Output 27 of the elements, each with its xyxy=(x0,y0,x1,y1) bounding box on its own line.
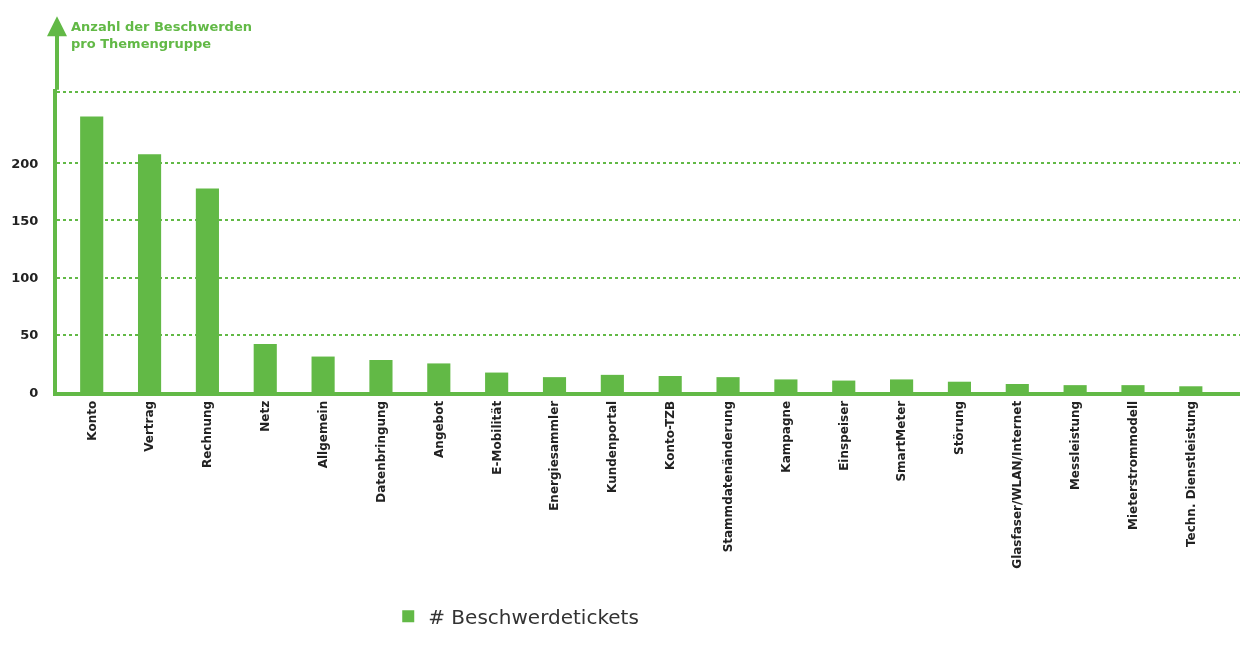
x-tick-label: Netz xyxy=(258,400,273,432)
x-tick-label: Mieterstrommodell xyxy=(1125,400,1140,531)
y-tick-label: 200 xyxy=(11,155,39,171)
y-tick-label: 100 xyxy=(11,270,39,286)
x-tick-label: Störung xyxy=(952,400,967,456)
x-tick-label: SmartMeter xyxy=(894,400,909,482)
y-tick-label: 0 xyxy=(29,384,39,400)
x-tick-label: Einspeiser xyxy=(836,400,851,471)
y-axis-title: Anzahl der Beschwerden pro Themengruppe xyxy=(71,19,252,51)
y-tick-label: 50 xyxy=(20,327,39,343)
x-tick-label: Energiesammler xyxy=(547,400,562,511)
x-tick-label: Kundenportal xyxy=(605,400,620,493)
x-tick-label: Angebot xyxy=(431,400,446,458)
x-tick-label: Techn. Dienstleistung xyxy=(1183,400,1198,548)
x-tick-label: E-Mobilität xyxy=(489,400,504,475)
x-tick-label: Konto xyxy=(84,400,99,441)
x-tick-label: Vertrag xyxy=(142,400,157,452)
legend-label: # Beschwerdetickets xyxy=(428,605,639,630)
x-tick-label: Glasfaser/WLAN/Internet xyxy=(1010,400,1025,569)
x-tick-label: Allgemein xyxy=(316,400,330,469)
x-tick-label: Datenbringung xyxy=(373,400,388,503)
x-tick-label: Rechnung xyxy=(200,400,215,469)
y-tick-label: 150 xyxy=(11,213,39,229)
x-tick-label: Konto-TZB xyxy=(663,400,678,470)
x-tick-label: Kampagne xyxy=(778,400,793,473)
x-tick-label: Messleistung xyxy=(1068,400,1083,491)
x-tick-label: Stammdatenänderung xyxy=(720,400,735,553)
